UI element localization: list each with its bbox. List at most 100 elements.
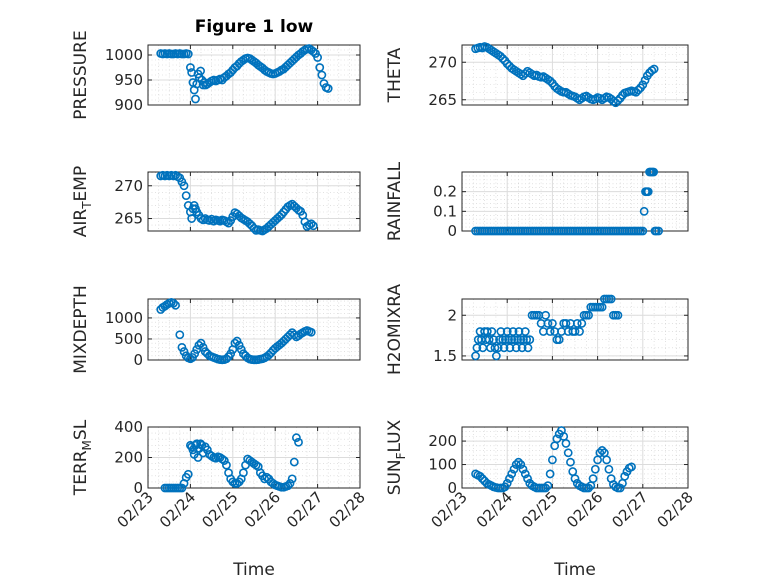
data-point [499,343,509,353]
data-point [611,98,621,108]
data-point [306,219,316,229]
data-point [179,347,189,356]
data-point [287,474,297,484]
data-point [495,335,504,345]
data-point [561,439,571,448]
data-point [519,335,528,345]
data-point [588,474,598,484]
data-point [545,469,555,479]
data-point [490,343,500,353]
data-point [175,330,185,340]
data-point [289,457,299,467]
data-point [181,191,191,200]
x-tick-label: 02/28 [326,488,369,531]
data-point [631,87,641,97]
data-point [217,454,227,464]
axes-background [147,298,361,361]
data-point [472,343,482,353]
data-point [649,64,659,74]
subplot-2: 265 270 THETA [385,42,689,109]
data-point [548,318,557,328]
data-point [315,63,325,72]
data-point [510,335,519,345]
data-point [523,474,532,484]
y-tick-label: 270 [428,53,457,71]
data-point [570,327,580,336]
data-point [520,469,530,479]
data-point [514,327,524,336]
x-tick-label: 02/24 [156,488,199,531]
data-point [489,335,499,345]
data-point [606,294,616,304]
data-point [543,318,553,328]
x-tick-label: 02/27 [283,488,326,531]
y-axis-label: SUNFLUX [385,419,408,495]
data-point [516,335,526,345]
y-tick-label: 0 [133,479,143,497]
data-point [502,59,512,69]
data-point [572,318,582,328]
data-point [196,338,206,348]
data-point [505,343,515,353]
data-point [516,460,526,469]
y-tick-label: 100 [428,456,457,474]
subplot-5: 0 500 1000 MIXDEPTH [71,285,361,374]
data-point [541,483,551,493]
data-point [548,455,557,465]
data-point [554,335,564,345]
data-point [520,327,530,336]
data-point [514,457,523,467]
y-tick-label: 400 [114,418,143,436]
data-point [192,439,202,449]
x-tick-label: 02/26 [241,488,284,531]
y-tick-label: 200 [428,432,457,450]
y-axis-label: H2OMIXRA [385,284,405,375]
data-point [308,221,318,231]
data-point [191,94,200,104]
data-point [283,481,293,491]
data-point [475,471,485,481]
data-point [313,53,322,62]
data-point [561,318,571,328]
data-point [491,351,501,361]
axes-background [461,171,689,232]
data-point [187,214,197,223]
data-point [238,468,248,478]
data-point [523,343,533,353]
y-tick-label: 2 [447,306,457,324]
data-point [595,448,605,458]
data-point [484,335,494,345]
data-point [169,298,178,308]
y-axis-label: PRESSURE [71,30,91,119]
axes-frame [147,171,361,232]
data-point [577,318,587,328]
subplot-3: 265 270 AIRTEMP [71,166,361,237]
data-point [604,464,614,474]
data-point [590,464,600,474]
data-point [493,343,503,353]
subplot-4: 0 0.10.2 RAINFALL [385,161,689,241]
y-tick-label: 500 [114,330,143,348]
x-tick-label: 02/25 [198,488,241,531]
data-point [570,474,580,484]
data-point [545,327,555,336]
axes-frame [461,426,689,489]
data-point [638,80,648,90]
data-point [504,335,513,345]
data-point [219,456,229,465]
data-point [308,47,318,56]
x-tick-label: 02/28 [654,488,697,531]
data-point [294,437,303,447]
x-tick-label: 02/26 [563,488,606,531]
x-tick-label: 02/25 [518,488,561,531]
y-tick-label: 1000 [105,46,143,64]
data-point [306,327,316,337]
data-point [487,327,497,336]
data-point [613,310,623,320]
data-point [638,226,648,236]
data-point [496,327,506,336]
x-axis-label: Time [553,560,596,580]
data-point [232,336,242,346]
y-tick-label: 0 [447,479,457,497]
